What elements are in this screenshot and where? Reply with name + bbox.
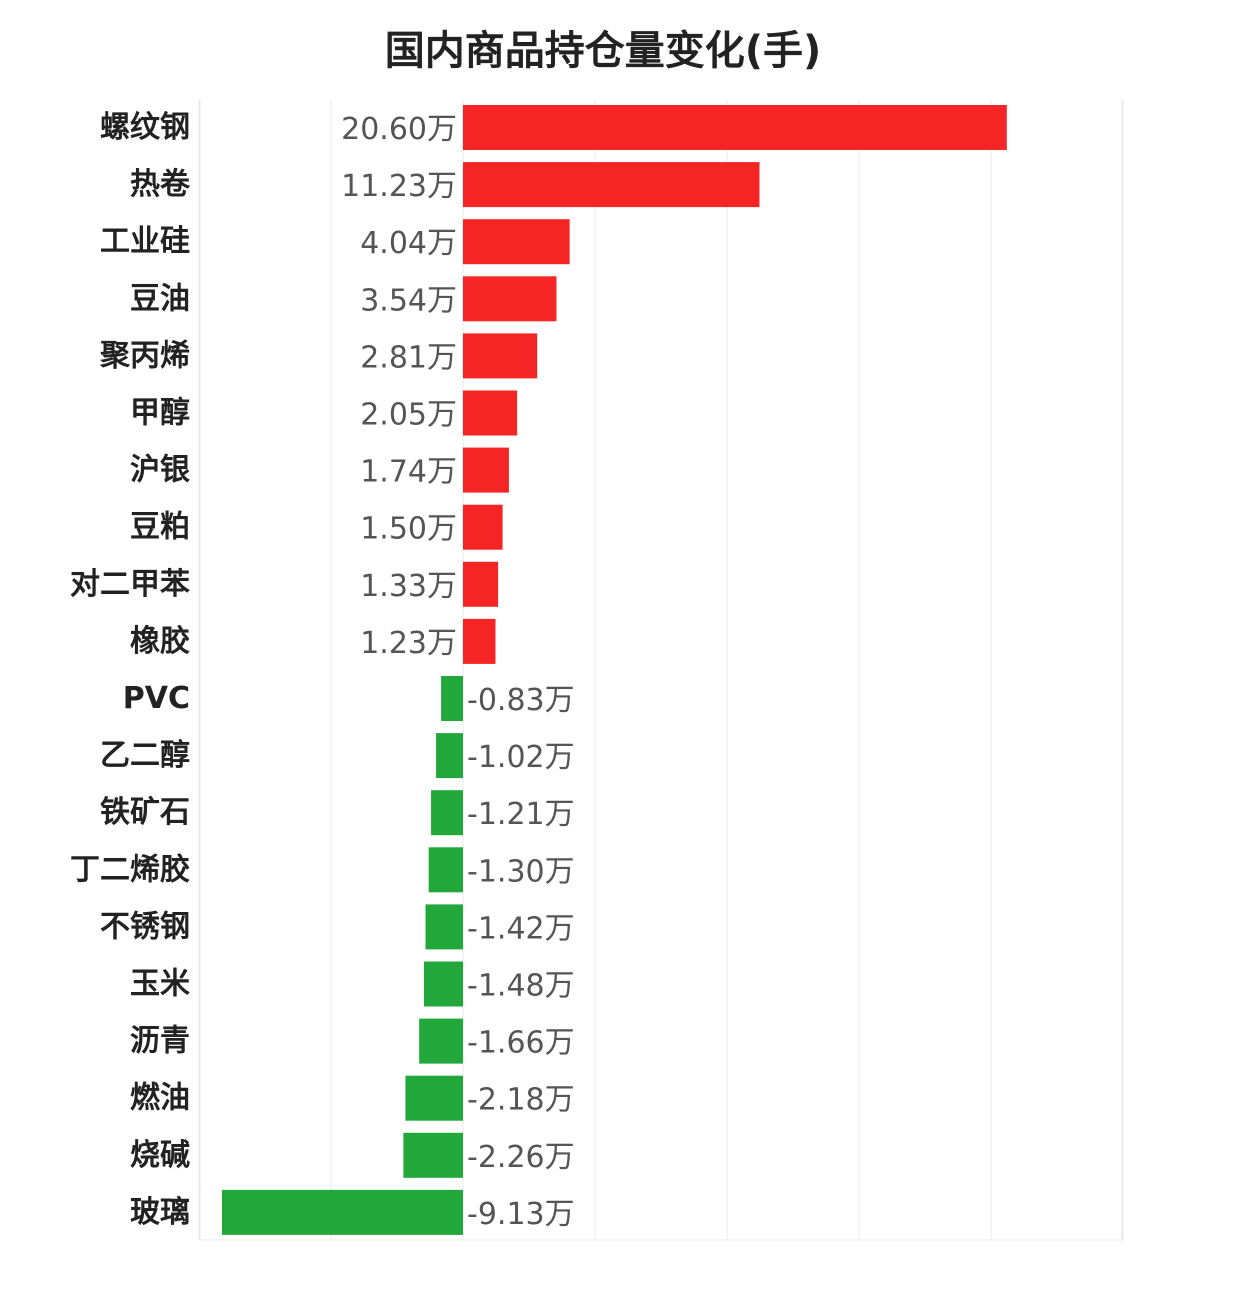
bar xyxy=(436,733,463,779)
value-label: 11.23万 xyxy=(341,169,457,204)
category-label: 螺纹钢 xyxy=(100,110,190,145)
value-label: 2.81万 xyxy=(360,340,457,375)
category-label: 燃油 xyxy=(130,1081,190,1116)
category-label: 热卷 xyxy=(130,167,191,202)
value-label: -2.18万 xyxy=(467,1083,575,1118)
category-label: 聚丙烯 xyxy=(99,338,190,373)
category-label: 豆粕 xyxy=(130,510,190,545)
value-label: -9.13万 xyxy=(467,1197,575,1232)
bar xyxy=(405,1075,463,1121)
value-labels: 20.60万 11.23万 4.04万 3.54万 2.81万 2.05万 1.74万 1.5… xyxy=(341,112,575,1232)
category-label: 对二甲苯 xyxy=(70,567,190,602)
category-label: 豆油 xyxy=(130,281,190,316)
category-label: 甲醇 xyxy=(130,396,190,431)
value-label: 4.04万 xyxy=(360,226,457,261)
bar xyxy=(441,676,463,721)
category-label: 沥青 xyxy=(130,1024,190,1059)
value-label: -1.66万 xyxy=(467,1026,575,1061)
category-label: 铁矿石 xyxy=(100,795,190,830)
bar xyxy=(463,276,557,322)
grid-lines xyxy=(198,100,1124,1241)
bar xyxy=(431,790,463,836)
bar xyxy=(463,618,496,664)
category-label: 烧碱 xyxy=(130,1138,190,1173)
bar xyxy=(403,1132,463,1178)
bar xyxy=(425,904,463,950)
bar xyxy=(221,1189,463,1235)
category-label: 乙二醇 xyxy=(100,738,190,773)
bar xyxy=(419,1018,463,1064)
bar xyxy=(463,447,509,493)
category-label: 沪银 xyxy=(130,453,190,488)
bar xyxy=(463,219,570,265)
bar xyxy=(463,333,538,379)
bar xyxy=(428,847,463,893)
value-label: -1.30万 xyxy=(467,854,575,889)
value-label: 2.05万 xyxy=(360,398,457,433)
category-label: 玉米 xyxy=(130,967,190,1002)
value-label: -1.48万 xyxy=(467,969,575,1004)
value-label: -2.26万 xyxy=(467,1140,575,1175)
value-label: -1.02万 xyxy=(467,740,575,775)
category-label: 橡胶 xyxy=(130,624,190,659)
category-label: 工业硅 xyxy=(100,224,190,259)
category-label: 玻璃 xyxy=(130,1195,190,1230)
bar xyxy=(463,561,499,607)
bar xyxy=(463,504,503,550)
value-label: 1.74万 xyxy=(360,455,457,490)
value-label: 3.54万 xyxy=(360,283,457,318)
bar xyxy=(463,390,518,436)
value-label: -1.21万 xyxy=(467,797,575,832)
value-label: 20.60万 xyxy=(341,112,457,147)
value-label: 1.23万 xyxy=(360,626,457,661)
category-label: PVC xyxy=(123,681,190,716)
value-label: 1.50万 xyxy=(360,512,457,547)
bar xyxy=(423,961,463,1007)
bar xyxy=(463,162,760,208)
bar xyxy=(463,105,1007,150)
value-label: 1.33万 xyxy=(360,569,457,604)
bars xyxy=(221,105,1007,1235)
value-label: -0.83万 xyxy=(467,683,575,718)
value-label: -1.42万 xyxy=(467,911,575,946)
category-label: 不锈钢 xyxy=(100,909,190,944)
category-label: 丁二烯胶 xyxy=(70,852,190,887)
chart-title: 国内商品持仓量变化(手) xyxy=(384,28,822,74)
